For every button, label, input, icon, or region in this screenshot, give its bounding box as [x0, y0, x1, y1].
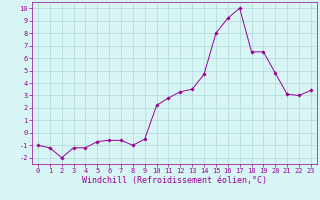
X-axis label: Windchill (Refroidissement éolien,°C): Windchill (Refroidissement éolien,°C): [82, 176, 267, 185]
